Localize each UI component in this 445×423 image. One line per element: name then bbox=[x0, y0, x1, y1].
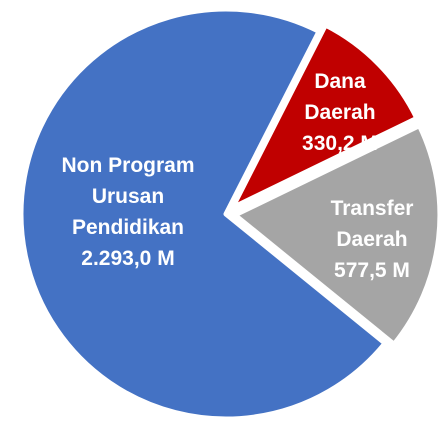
category-label: Transfer Daerah bbox=[330, 197, 414, 251]
category-label: Dana Daerah bbox=[304, 70, 376, 124]
value-label: 2.293,0 M bbox=[81, 247, 175, 270]
value-label: 577,5 M bbox=[334, 259, 410, 282]
slice-label: Transfer Daerah 577,5 M bbox=[317, 193, 427, 286]
slice-label: Dana Daerah 330,2 M bbox=[295, 66, 385, 159]
pie-slice bbox=[229, 22, 420, 211]
pie-slice bbox=[18, 6, 388, 422]
slice-label: Non Program Urusan Pendidikan 2.293,0 M bbox=[41, 150, 216, 274]
pie-slice bbox=[232, 123, 443, 347]
category-label: Non Program Urusan Pendidikan bbox=[61, 154, 195, 239]
value-label: 330,2 M bbox=[302, 132, 378, 155]
